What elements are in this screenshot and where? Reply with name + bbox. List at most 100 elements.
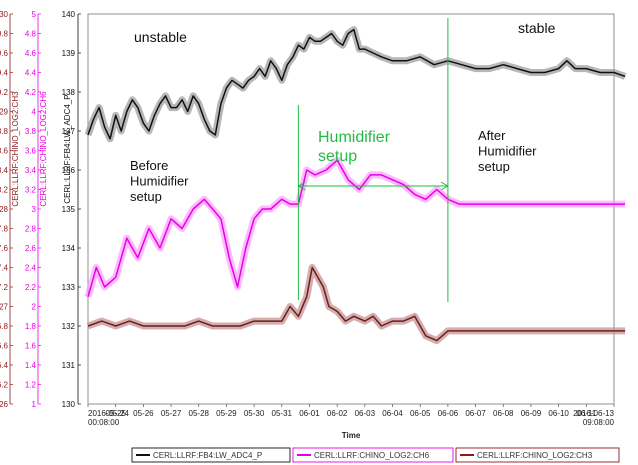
y-axis-magenta: 1 1.2 1.4 1.6 1.8 2 2.2 2.4 2.6 2.8 3 3.2 3.4 3.6 3.8 4… [25,10,48,409]
series-line [87,266,626,342]
y-tick-label: 4.6 [25,49,37,58]
y-tick-label: 2.2 [25,283,37,292]
y-tick-label: 3.8 [25,127,37,136]
x-tick-label: 06-05 [410,409,431,418]
legend-label: CERL:LLRF:CHINO_LOG2:CH6 [314,451,430,460]
legend-box [455,447,620,463]
x-tick-label: 05-26 [133,409,154,418]
y-tick-label: 27.4 [0,264,9,273]
y-tick-label: 29.8 [0,30,9,39]
y-axis-label: CERL:LLRF:FB4:LW_ADC4_P [63,94,72,203]
y-tick-label: 29.4 [0,69,9,78]
legend-box [131,447,291,463]
y-tick-label: 26.8 [0,322,9,331]
legend-label: CERL:LLRF:FB4:LW_ADC4_P [153,451,262,460]
y-tick-label: 28.6 [0,147,9,156]
legend-box [292,447,454,463]
x-tick-label: 06-03 [355,409,376,418]
y-tick-label: 28.8 [0,127,9,136]
x-tick-label: 06-09 [521,409,542,418]
series-brown [86,264,626,345]
annotation: Humidifier setup [318,129,391,165]
annotation: unstable [134,29,187,45]
y-tick-label: 26 [0,400,9,409]
x-tick-label: 2016-06-13 09:08:00 [573,409,614,427]
y-axis-black: 130 131 132 133 134 135 136 137 138 139 140 CERL:LL… [62,10,81,409]
span-arrow-left [297,181,306,191]
y-tick-label: 135 [62,205,76,214]
y-tick-label: 29.2 [0,88,9,97]
legend-entry: CERL:LLRF:CHINO_LOG2:CH6 [292,447,454,463]
humidifier-span-marker [297,18,449,302]
plot-area [87,13,615,405]
x-tick-label: 06-08 [493,409,514,418]
y-tick-label: 3.2 [25,186,37,195]
legend: CERL:LLRF:FB4:LW_ADC4_P CERL:LLRF:CHINO_L… [131,447,620,463]
y-tick-label: 4 [32,108,37,117]
y-tick-label: 3.4 [25,166,37,175]
x-tick-label: 05-29 [216,409,237,418]
legend-entry: CERL:LLRF:FB4:LW_ADC4_P [131,447,291,463]
x-tick-label: 06-04 [382,409,403,418]
legend-entry: CERL:LLRF:CHINO_LOG2:CH3 [455,447,620,463]
y-tick-label: 2.8 [25,225,37,234]
annotation: After Humidifier setup [478,128,537,174]
y-tick-label: 137 [62,127,76,136]
y-tick-label: 30 [0,10,9,19]
y-tick-label: 4.4 [25,69,37,78]
x-tick-label: 05-28 [189,409,210,418]
y-tick-label: 28.2 [0,186,9,195]
x-tick-label: 05-30 [244,409,265,418]
y-tick-label: 134 [62,244,76,253]
y-tick-label: 26.6 [0,342,9,351]
y-tick-label: 29.6 [0,49,9,58]
y-tick-label: 131 [62,361,76,370]
x-tick-label: 2016-05-24 00:08:00 [88,409,129,427]
y-tick-label: 3.6 [25,147,37,156]
y-tick-label: 4.2 [25,88,37,97]
series-black [84,26,627,143]
y-tick-label: 28 [0,205,9,214]
y-tick-label: 2.6 [25,244,37,253]
y-tick-label: 5 [32,10,37,19]
y-tick-label: 1 [32,400,37,409]
y-tick-label: 27.6 [0,244,9,253]
x-axis-label: Time [342,431,361,440]
y-tick-label: 2 [32,303,37,312]
y-tick-label: 140 [62,10,76,19]
y-tick-label: 3 [32,205,37,214]
x-tick-label: 06-10 [548,409,569,418]
y-tick-label: 1.6 [25,342,37,351]
x-tick-label: 06-11 [576,409,596,418]
y-tick-label: 1.8 [25,322,37,331]
y-tick-label: 1.2 [25,381,37,390]
span-arrow-right [440,181,449,191]
y-tick-label: 133 [62,283,76,292]
y-tick-label: 132 [62,322,76,331]
annotation: stable [518,20,556,36]
y-axis-label: CERL:LLRF:CHINO_LOG2:CH6 [39,91,48,207]
y-tick-label: 138 [62,88,76,97]
y-axis-label: CERL:LLRF:CHINO_LOG2:CH3 [11,91,20,207]
y-tick-label: 29 [0,108,9,117]
x-tick-label: 06-07 [465,409,486,418]
y-tick-label: 27.2 [0,283,9,292]
y-tick-label: 130 [62,400,76,409]
x-tick-label: 05-31 [272,409,293,418]
annotation: Before Humidifier setup [130,158,189,204]
y-axis-brown: 26 26.2 26.4 26.6 26.8 27 27.2 27.4 27.6 27.8 28 28… [0,10,20,409]
x-tick-label: 06-06 [438,409,459,418]
legend-label: CERL:LLRF:CHINO_LOG2:CH3 [477,451,593,460]
y-tick-label: 27 [0,303,9,312]
x-tick-label: 06-01 [299,409,320,418]
y-tick-label: 28.4 [0,166,9,175]
y-tick-label: 4.8 [25,30,37,39]
y-tick-label: 27.8 [0,225,9,234]
y-tick-label: 139 [62,49,76,58]
y-tick-label: 26.2 [0,381,9,390]
y-tick-label: 1.4 [25,361,37,370]
x-tick-label: 05-27 [161,409,182,418]
y-tick-label: 136 [62,166,76,175]
